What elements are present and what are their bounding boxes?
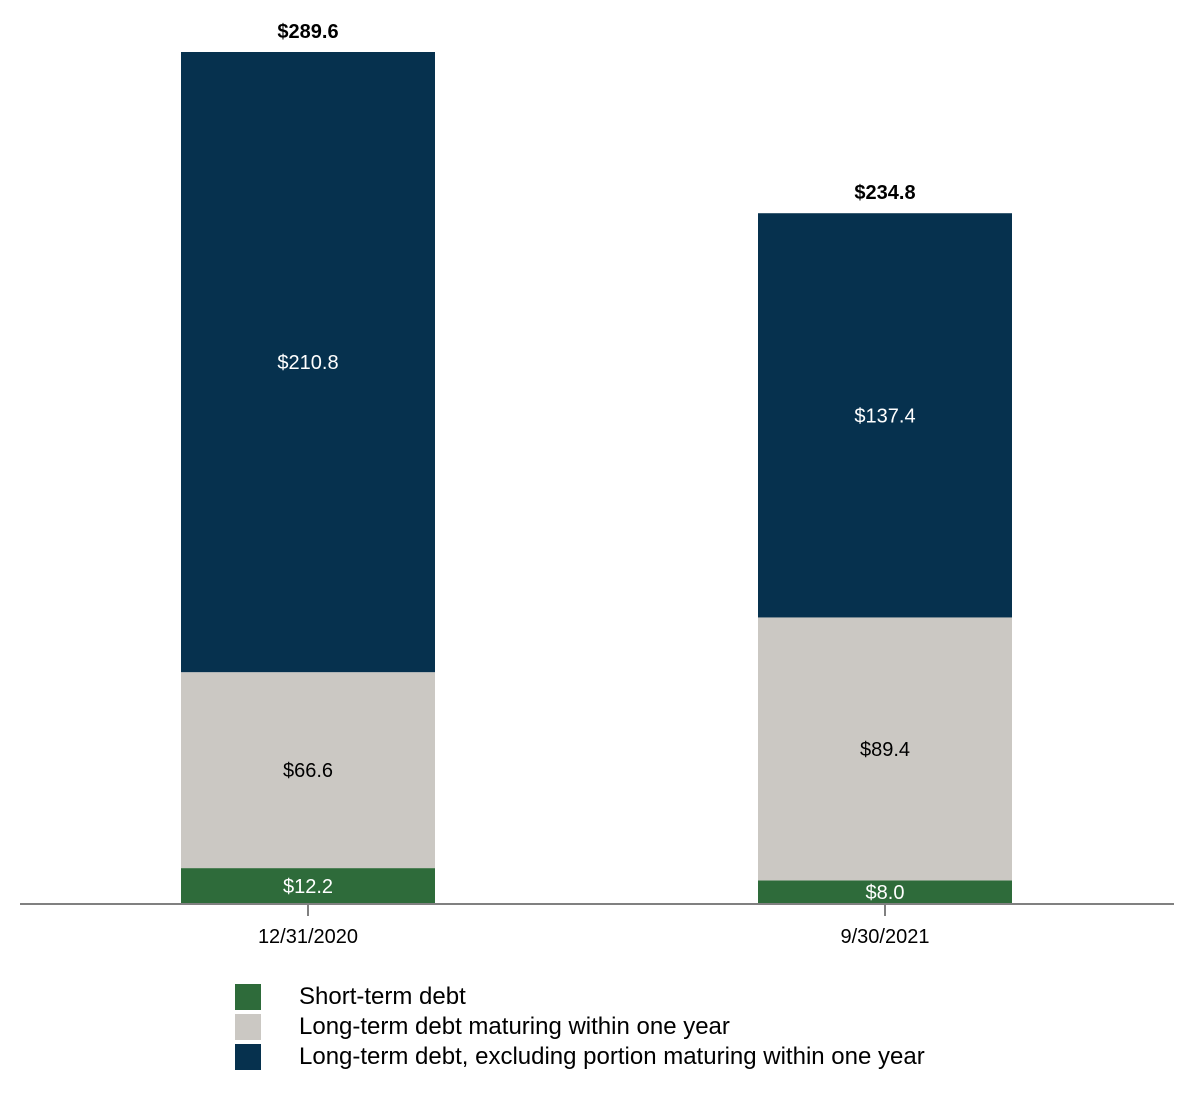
legend-label-short-term-debt: Short-term debt [299,983,466,1010]
total-label-9-30-2021: $234.8 [854,182,915,204]
data-label-long-term-debt-maturing-within-one-year-12-31-2020: $66.6 [283,760,333,782]
segment-labels-group: $12.2 $66.6 $210.8 $8.0 $89.4 $137.4 [277,352,915,904]
data-label-long-term-debt-excluding-portion-maturing-within-one-year-12-31-2020: $210.8 [277,352,338,374]
legend-label-long-term-debt-noncurrent: Long-term debt, excluding portion maturi… [299,1043,925,1070]
x-tick-labels-group: 12/31/2020 9/30/2021 [258,926,930,948]
x-tick-label-12-31-2020: 12/31/2020 [258,926,358,948]
x-ticks-group [307,904,886,916]
data-label-long-term-debt-maturing-within-one-year-9-30-2021: $89.4 [860,739,910,761]
data-label-short-term-debt-12-31-2020: $12.2 [283,876,333,898]
bar-segment-short-term-debt-9-30-2021 [758,880,1012,904]
x-tick-label-9-30-2021: 9/30/2021 [841,926,930,948]
bar-segment-short-term-debt-12-31-2020 [181,868,435,904]
legend-swatch-long-term-debt-current [235,1014,261,1040]
bar-segment-long-term-debt-maturing-within-one-year-9-30-2021 [758,617,1012,881]
data-label-short-term-debt-9-30-2021: $8.0 [866,882,905,904]
legend-swatch-short-term-debt [235,984,261,1010]
bar-segment-long-term-debt-excluding-portion-maturing-within-one-year-9-30-2021 [758,213,1012,618]
total-labels-group: $289.6 $234.8 [277,21,915,204]
data-label-long-term-debt-excluding-portion-maturing-within-one-year-9-30-2021: $137.4 [854,405,915,427]
legend-swatch-long-term-debt-noncurrent [235,1044,261,1070]
bar-segment-long-term-debt-maturing-within-one-year-12-31-2020 [181,672,435,869]
bars-group [181,52,1012,904]
legend-label-long-term-debt-current: Long-term debt maturing within one year [299,1013,730,1040]
bar-segment-long-term-debt-excluding-portion-maturing-within-one-year-12-31-2020 [181,52,435,673]
total-label-12-31-2020: $289.6 [277,21,338,43]
